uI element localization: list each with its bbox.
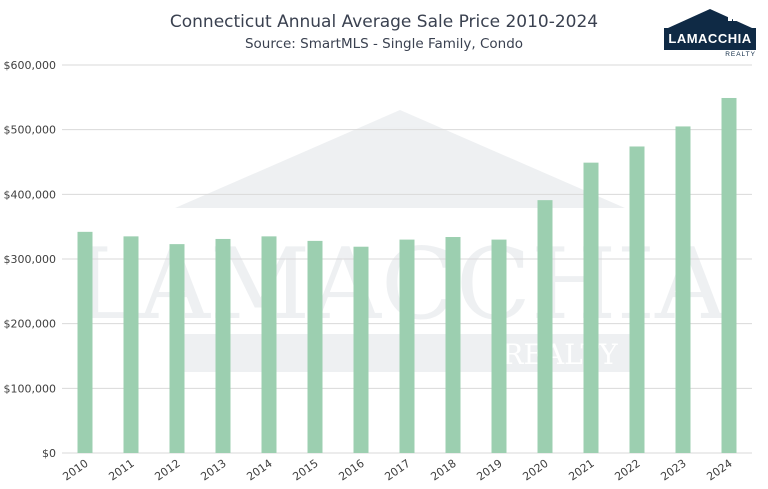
y-tick-label: $500,000	[4, 124, 57, 137]
logo-roof-icon	[668, 9, 752, 28]
y-axis: $0 $100,000 $200,000 $300,000 $400,000 $500,0…	[4, 59, 57, 460]
x-tick-label: 2018	[428, 457, 458, 484]
x-tick-label: 2019	[474, 457, 504, 484]
bar-2020	[537, 200, 553, 453]
x-tick-label: 2010	[60, 457, 90, 484]
x-tick-label: 2017	[382, 457, 412, 484]
bar-2014	[261, 236, 277, 453]
x-tick-label: 2016	[336, 457, 366, 484]
x-axis: 2010 2011 2012 2013 2014 2015 2016 2017 2018 2019…	[60, 457, 734, 484]
bar-2012	[169, 244, 185, 453]
x-tick-label: 2011	[106, 457, 136, 484]
bar-2017	[399, 239, 415, 453]
bar-2023	[675, 126, 691, 453]
bars	[77, 97, 737, 454]
bar-2010	[77, 231, 93, 453]
bar-2018	[445, 237, 461, 453]
logo-brand-text: LAMACCHIA	[664, 28, 756, 50]
y-tick-label: $300,000	[4, 253, 57, 266]
bar-2021	[583, 162, 599, 453]
bar-2013	[215, 238, 231, 453]
y-tick-label: $100,000	[4, 382, 57, 395]
bar-2016	[353, 246, 369, 453]
x-tick-label: 2015	[290, 457, 320, 484]
bar-2011	[123, 236, 139, 453]
y-tick-label: $400,000	[4, 188, 57, 201]
brand-logo: LAMACCHIA REALTY	[664, 8, 756, 60]
bar-2024	[721, 97, 737, 453]
x-tick-label: 2013	[198, 457, 228, 484]
y-tick-label: $600,000	[4, 59, 57, 72]
watermark-sub: REALTY	[502, 338, 618, 371]
y-tick-label: $200,000	[4, 318, 57, 331]
y-tick-label: $0	[42, 447, 56, 460]
x-tick-label: 2012	[152, 457, 182, 484]
logo-sub-text: REALTY	[725, 51, 756, 58]
x-tick-label: 2023	[658, 457, 688, 484]
bar-2015	[307, 240, 323, 453]
bar-2019	[491, 239, 507, 453]
chart-title: Connecticut Annual Average Sale Price 20…	[169, 12, 599, 32]
x-tick-label: 2021	[566, 457, 596, 484]
x-tick-label: 2022	[612, 457, 642, 484]
chart-subtitle: Source: SmartMLS - Single Family, Condo	[244, 36, 524, 52]
watermark-roof-icon	[175, 110, 625, 208]
bar-2022	[629, 146, 645, 454]
x-tick-label: 2014	[244, 457, 274, 484]
x-tick-label: 2020	[520, 457, 550, 484]
x-tick-label: 2024	[704, 457, 734, 484]
